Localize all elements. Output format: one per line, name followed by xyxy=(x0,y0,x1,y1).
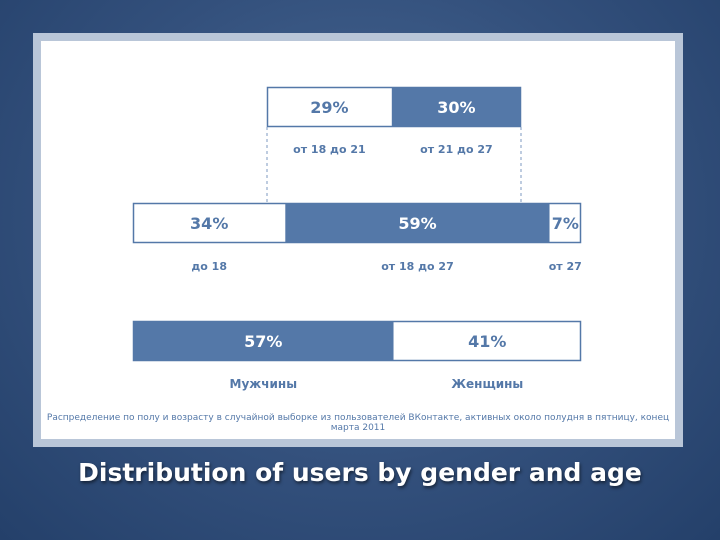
category-label-middle-2: от 27 xyxy=(549,260,582,273)
bar-value-label-middle-1: 59% xyxy=(398,214,436,233)
bar-segment-top-1 xyxy=(391,87,521,127)
slide-title: Distribution of users by gender and age xyxy=(78,458,642,487)
bar-value-label-bottom-0: 57% xyxy=(244,332,282,351)
bar-segment-top-0 xyxy=(267,87,392,127)
chart-card: 29% от 18 до 21 30% от 21 до 27 34% до 18 59% о… xyxy=(41,41,675,439)
stacked-bars-chart: 29% от 18 до 21 30% от 21 до 27 34% до 18 59% о… xyxy=(132,86,582,391)
category-label-bottom-0: Мужчины xyxy=(230,377,298,391)
bar-outline-middle xyxy=(132,202,582,244)
bar-value-label-middle-0: 34% xyxy=(190,214,228,233)
bar-outline-bottom xyxy=(132,320,582,362)
bar-value-label-bottom-1: 41% xyxy=(468,332,506,351)
category-label-top-1: от 21 до 27 xyxy=(420,143,492,156)
category-label-bottom-1: Женщины xyxy=(451,377,523,391)
bar-segment-bottom-1 xyxy=(393,321,581,361)
bar-segment-middle-1 xyxy=(285,203,550,243)
category-label-middle-1: от 18 до 27 xyxy=(381,260,453,273)
category-label-top-0: от 18 до 21 xyxy=(293,143,365,156)
bar-outline-top xyxy=(266,86,522,128)
bar-segment-bottom-0 xyxy=(133,321,394,361)
chart-frame: 29% от 18 до 21 30% от 21 до 27 34% до 18 59% о… xyxy=(33,33,683,447)
bar-segment-middle-2 xyxy=(549,203,581,243)
bar-value-label-middle-2: 7% xyxy=(552,214,579,233)
bar-segment-middle-0 xyxy=(133,203,286,243)
bar-value-label-top-0: 29% xyxy=(310,98,348,117)
category-label-middle-0: до 18 xyxy=(191,260,227,273)
chart-caption: Распределение по полу и возрасту в случа… xyxy=(46,413,670,433)
bar-value-label-top-1: 30% xyxy=(437,98,475,117)
